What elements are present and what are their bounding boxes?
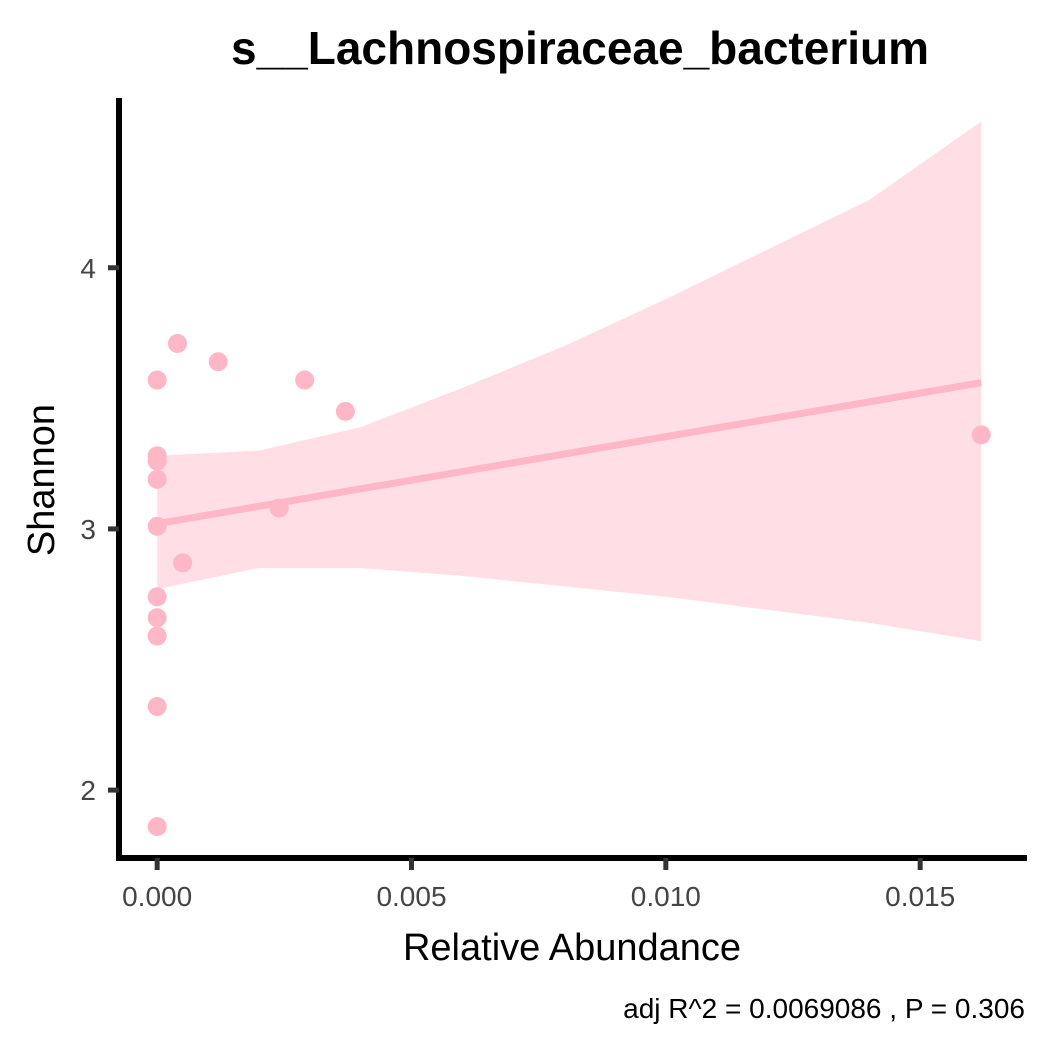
data-point <box>971 425 991 445</box>
data-point <box>147 516 167 536</box>
x-tick-label: 0.005 <box>376 881 446 912</box>
y-tick-label: 4 <box>80 253 96 284</box>
fit-line-layer <box>156 379 982 528</box>
data-point <box>335 401 355 421</box>
data-point <box>147 370 167 390</box>
x-axis-ticks: 0.000 0.005 0.010 0.015 <box>122 858 955 912</box>
x-tick-label: 0.010 <box>631 881 701 912</box>
y-tick-label: 3 <box>80 514 96 545</box>
y-axis-ticks: 2 3 4 <box>80 253 119 806</box>
y-axis-label: Shannon <box>21 404 63 556</box>
stats-annotation: adj R^2 = 0.0069086 , P = 0.306 <box>623 993 1025 1024</box>
data-point <box>147 626 167 646</box>
data-point <box>167 333 187 353</box>
x-axis-label: Relative Abundance <box>403 927 741 969</box>
data-point <box>295 370 315 390</box>
data-point <box>147 608 167 628</box>
data-point <box>147 469 167 489</box>
confidence-band <box>157 121 982 642</box>
data-point <box>147 446 167 466</box>
data-point <box>269 498 289 518</box>
confidence-band-layer <box>157 121 982 642</box>
data-point <box>147 697 167 717</box>
data-point <box>173 553 193 573</box>
regression-line <box>156 379 982 528</box>
points-layer <box>147 333 991 837</box>
x-tick-label: 0.015 <box>885 881 955 912</box>
chart-title: s__Lachnospiraceae_bacterium <box>231 22 929 74</box>
data-point <box>147 587 167 607</box>
data-point <box>208 352 228 372</box>
data-point <box>147 817 167 837</box>
y-tick-label: 2 <box>80 775 96 806</box>
x-tick-label: 0.000 <box>122 881 192 912</box>
